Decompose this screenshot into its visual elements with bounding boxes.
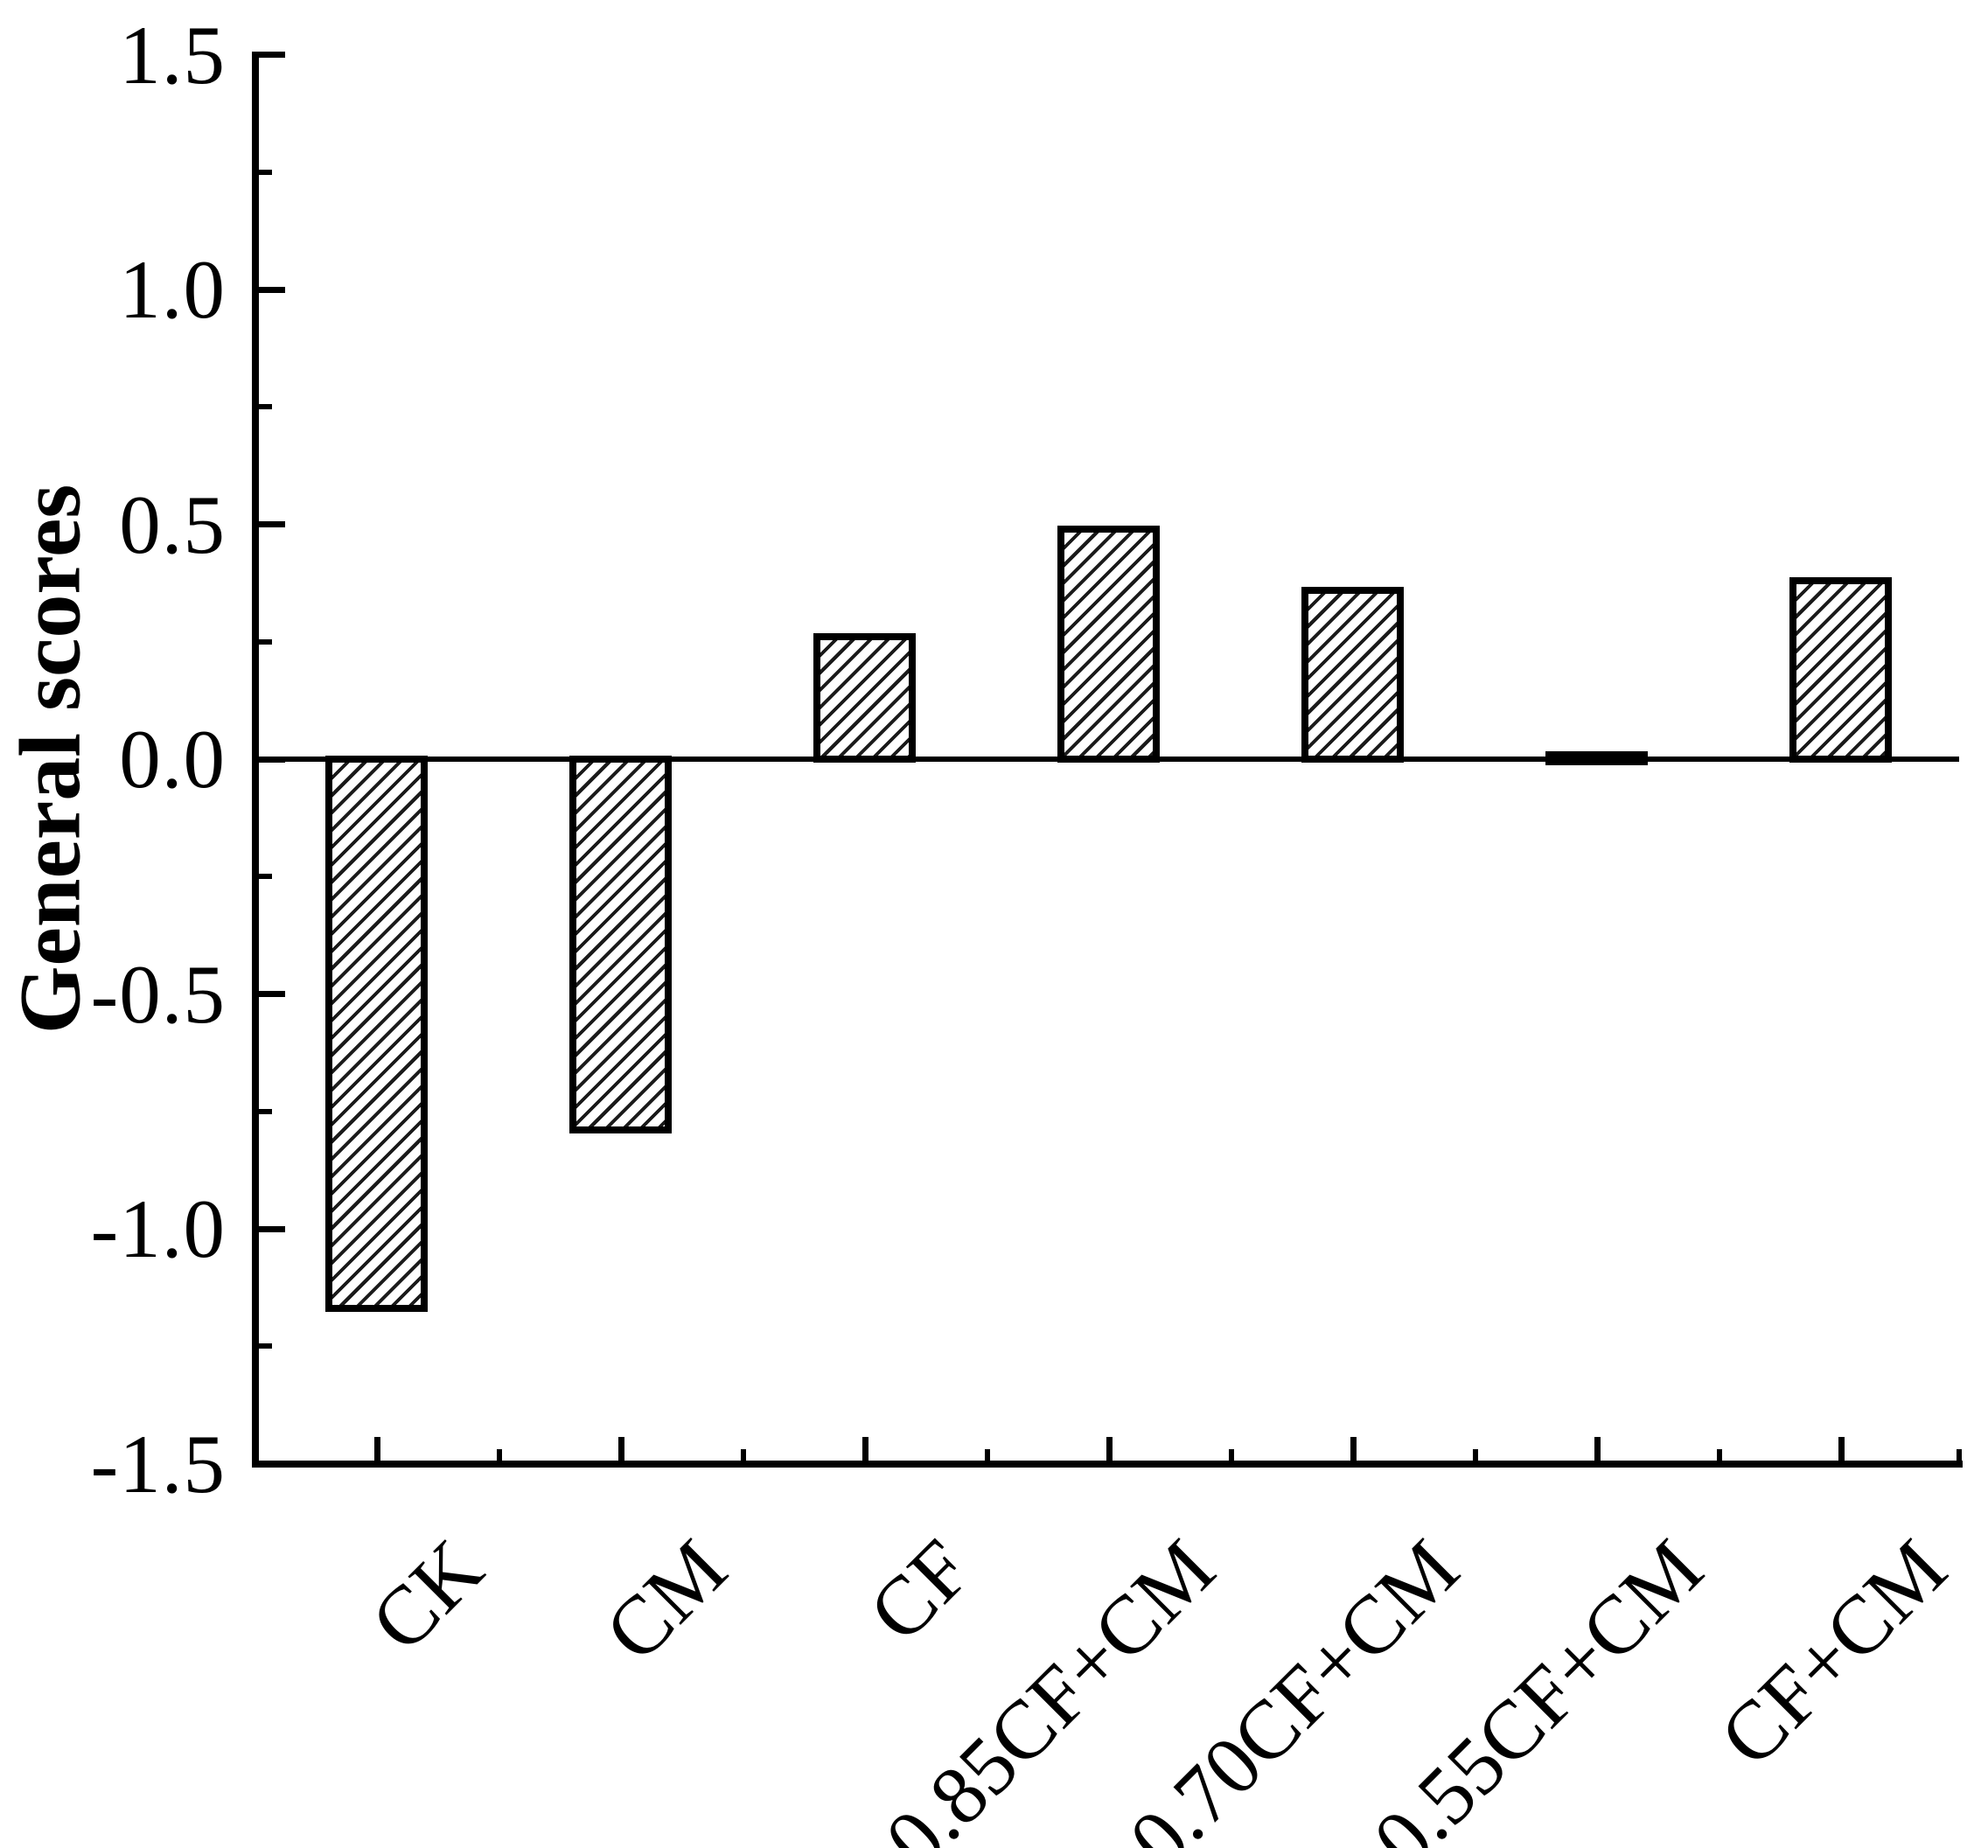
x-major-tick	[1350, 1437, 1357, 1461]
y-major-tick	[259, 521, 285, 527]
x-tick-label: CK	[352, 1521, 500, 1670]
y-tick-label: 0.5	[119, 478, 226, 571]
bar-0.55CF+CM	[1545, 751, 1648, 765]
y-major-tick	[259, 287, 285, 293]
x-tick-label: CF+CM	[1702, 1521, 1964, 1784]
x-minor-tick	[1957, 1449, 1962, 1461]
x-major-tick	[1594, 1437, 1601, 1461]
x-major-tick	[1838, 1437, 1845, 1461]
bar-CF	[813, 633, 916, 763]
y-tick-label: -0.5	[90, 948, 226, 1041]
x-minor-tick	[741, 1449, 746, 1461]
bar-CM	[569, 756, 672, 1133]
y-minor-tick	[259, 1343, 272, 1349]
y-major-tick	[259, 52, 285, 58]
y-minor-tick	[259, 1109, 272, 1114]
bar-CK	[325, 756, 428, 1312]
y-tick-label: 1.0	[119, 243, 226, 336]
x-axis-spine	[252, 1461, 1963, 1468]
x-minor-tick	[497, 1449, 502, 1461]
bar-CF+CM	[1789, 577, 1892, 763]
y-tick-label: -1.0	[90, 1182, 226, 1275]
bar-0.85CF+CM	[1057, 526, 1160, 763]
x-tick-label: CF	[850, 1521, 988, 1659]
bar-0.70CF+CM	[1301, 587, 1404, 763]
y-major-tick	[259, 1461, 285, 1467]
y-minor-tick	[259, 874, 272, 879]
y-minor-tick	[259, 639, 272, 645]
y-major-tick	[259, 991, 285, 997]
y-axis-spine	[252, 52, 259, 1468]
x-major-tick	[1106, 1437, 1113, 1461]
y-tick-label: 1.5	[119, 9, 226, 101]
y-major-tick	[259, 1226, 285, 1232]
x-major-tick	[618, 1437, 624, 1461]
x-major-tick	[862, 1437, 868, 1461]
x-tick-label: CM	[587, 1521, 744, 1679]
x-minor-tick	[1473, 1449, 1478, 1461]
x-minor-tick	[985, 1449, 990, 1461]
x-minor-tick	[1229, 1449, 1234, 1461]
y-tick-label: 0.0	[119, 713, 226, 805]
x-major-tick	[374, 1437, 380, 1461]
x-minor-tick	[1717, 1449, 1722, 1461]
y-major-tick	[259, 757, 285, 763]
y-minor-tick	[259, 170, 272, 175]
y-minor-tick	[259, 404, 272, 409]
y-tick-label: -1.5	[90, 1418, 226, 1510]
